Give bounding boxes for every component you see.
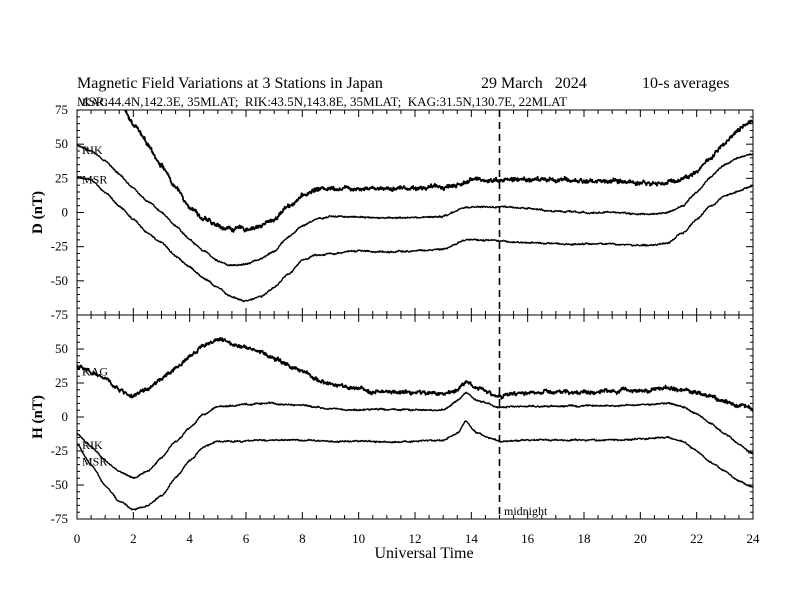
x-axis-label: Universal Time <box>374 545 473 562</box>
panel-frame <box>76 314 754 520</box>
averaging-note: 10-s averages <box>642 75 730 92</box>
y-tick-label: -50 <box>51 477 68 492</box>
x-tick-label: 16 <box>521 531 535 546</box>
series-label-rik: RIK <box>82 438 103 452</box>
y-tick-label: -75 <box>51 511 68 526</box>
y-tick-label: -25 <box>51 239 68 254</box>
series-label-msr: MSR <box>82 172 107 186</box>
series-label-rik: RIK <box>82 143 103 157</box>
horizontal-panel: 50 25 0 -25 -50 -75 H (nT) KAG RIK MSR <box>30 314 754 526</box>
x-axis: 0 2 4 6 8 10 12 14 16 18 20 22 24 <box>74 110 760 546</box>
x-tick-label: 2 <box>130 531 137 546</box>
x-tick-label: 22 <box>690 531 703 546</box>
y-tick-label: 50 <box>55 341 68 356</box>
y-tick-label: 25 <box>55 170 68 185</box>
x-tick-label: 6 <box>243 531 250 546</box>
x-tick-label: 4 <box>186 531 193 546</box>
declination-panel: 75 50 25 0 -25 -50 -75 D (nT) KAG RIK MSR <box>30 95 754 322</box>
x-tick-label: 8 <box>299 531 306 546</box>
y-tick-label: 75 <box>55 102 68 117</box>
series-line-kag <box>77 337 753 412</box>
series-label-msr: MSR <box>82 454 107 468</box>
x-tick-label: 10 <box>352 531 365 546</box>
series-line-msr <box>77 175 753 303</box>
x-tick-label: 20 <box>634 531 647 546</box>
y-axis-label: H (nT) <box>30 395 46 439</box>
y-tick-label: 0 <box>62 205 69 220</box>
y-tick-label: -25 <box>51 443 68 458</box>
series-label-kag: KAG <box>82 95 108 109</box>
y-tick-label: 25 <box>55 375 68 390</box>
series-line-kag <box>77 110 753 233</box>
chart-date: 29 March 2024 <box>481 75 587 92</box>
x-tick-label: 14 <box>465 531 479 546</box>
stations-line: MSR:44.4N,142.3E, 35MLAT; RIK:43.5N,143.… <box>77 94 567 109</box>
y-axis-label: D (nT) <box>30 191 46 234</box>
y-tick-label: 0 <box>62 409 69 424</box>
y-tick-label: 50 <box>55 136 68 151</box>
series-line-rik <box>77 391 753 479</box>
panel-frame <box>76 109 754 316</box>
y-tick-label: -50 <box>51 273 68 288</box>
midnight-label: midnight <box>504 504 548 518</box>
series-line-rik <box>77 144 753 267</box>
x-tick-label: 18 <box>578 531 591 546</box>
series-label-kag: KAG <box>82 364 108 378</box>
chart-title: Magnetic Field Variations at 3 Stations … <box>77 75 383 92</box>
series-line-msr <box>77 420 753 511</box>
y-tick-label: -75 <box>51 307 68 322</box>
x-tick-label: 0 <box>74 531 81 546</box>
x-tick-label: 12 <box>409 531 422 546</box>
x-tick-label: 24 <box>747 531 761 546</box>
